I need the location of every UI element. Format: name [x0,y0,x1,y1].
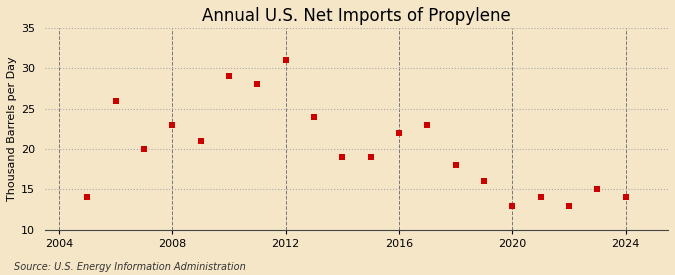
Point [394,131,404,135]
Point [450,163,461,167]
Point [337,155,348,159]
Point [308,114,319,119]
Point [223,74,234,79]
Point [280,58,291,62]
Text: Source: U.S. Energy Information Administration: Source: U.S. Energy Information Administ… [14,262,245,272]
Point [365,155,376,159]
Point [26,219,36,224]
Y-axis label: Thousand Barrels per Day: Thousand Barrels per Day [7,57,17,201]
Point [592,187,603,192]
Point [479,179,489,183]
Point [564,203,574,208]
Point [535,195,546,200]
Point [620,195,631,200]
Point [507,203,518,208]
Point [195,139,206,143]
Point [111,98,122,103]
Point [82,195,93,200]
Point [252,82,263,87]
Point [422,123,433,127]
Point [138,147,149,151]
Point [167,123,178,127]
Title: Annual U.S. Net Imports of Propylene: Annual U.S. Net Imports of Propylene [202,7,511,25]
